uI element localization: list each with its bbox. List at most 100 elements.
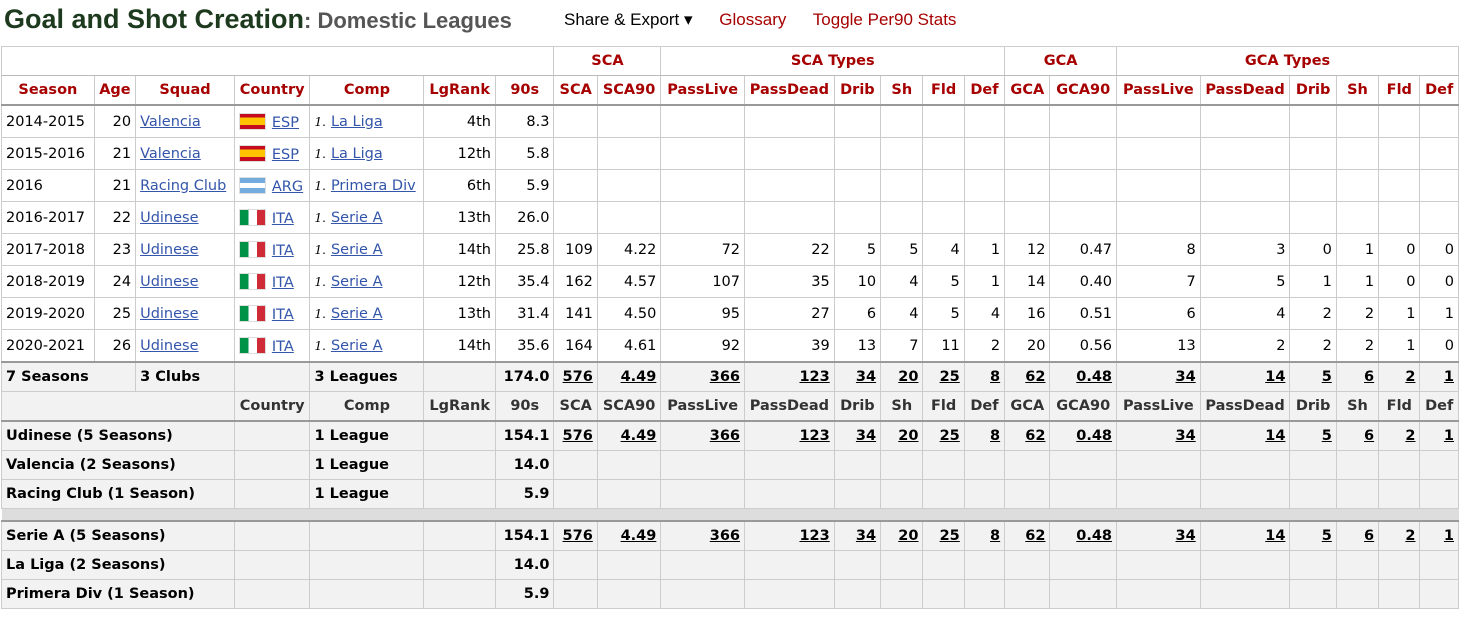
stat-link[interactable]: 62 — [1025, 528, 1046, 544]
squad-link[interactable]: Udinese — [140, 305, 199, 322]
stat-link[interactable]: 34 — [855, 528, 877, 544]
stat-link[interactable]: 6 — [1364, 528, 1375, 544]
stat-link[interactable]: 4.49 — [620, 428, 657, 444]
country-link[interactable]: ITA — [271, 274, 294, 291]
stat-cell: 576 — [553, 420, 598, 451]
stat-link[interactable]: 576 — [562, 369, 593, 385]
column-header[interactable]: GCA — [1004, 75, 1051, 106]
comp-link[interactable]: Primera Div — [330, 177, 416, 194]
stat-link[interactable]: 2 — [1405, 528, 1416, 544]
squad-link[interactable]: Udinese — [140, 209, 199, 226]
stat-link[interactable]: 62 — [1025, 428, 1046, 444]
country-link[interactable]: ITA — [271, 338, 294, 355]
glossary-link[interactable]: Glossary — [719, 10, 787, 29]
column-header[interactable]: Fld — [1378, 75, 1421, 106]
column-header[interactable]: Def — [963, 75, 1006, 106]
column-header[interactable]: LgRank — [423, 75, 496, 106]
stat-link[interactable]: 4.49 — [620, 369, 657, 385]
column-header[interactable]: PassDead — [744, 75, 835, 106]
stat-link[interactable]: 20 — [898, 369, 919, 385]
column-header[interactable]: Season — [1, 75, 95, 106]
column-header[interactable]: Comp — [309, 75, 425, 106]
stat-link[interactable]: 8 — [990, 528, 1001, 544]
stat-link[interactable]: 20 — [898, 528, 919, 544]
stat-link[interactable]: 34 — [1175, 528, 1196, 544]
comp-link[interactable]: La Liga — [330, 145, 383, 162]
stat-link[interactable]: 62 — [1025, 369, 1046, 385]
column-header[interactable]: Country — [233, 75, 311, 106]
column-header[interactable]: Fld — [922, 75, 965, 106]
column-header[interactable]: 90s — [494, 75, 555, 106]
squad-link[interactable]: Valencia — [140, 145, 201, 162]
column-header[interactable]: Age — [93, 75, 137, 106]
country-link[interactable]: ITA — [271, 210, 294, 227]
column-header[interactable]: Drib — [1289, 75, 1337, 106]
stat-link[interactable]: 123 — [799, 428, 830, 444]
country-link[interactable]: ESP — [271, 146, 299, 163]
squad-link[interactable]: Racing Club — [140, 177, 227, 194]
stat-link[interactable]: 2 — [1405, 369, 1416, 385]
column-header[interactable]: Sh — [1335, 75, 1380, 106]
squad-link[interactable]: Udinese — [140, 241, 199, 258]
stat-link[interactable]: 366 — [709, 369, 741, 385]
stat-link[interactable]: 5 — [1321, 428, 1332, 444]
column-header[interactable]: PassDead — [1199, 75, 1291, 106]
column-header[interactable]: Squad — [135, 75, 235, 106]
country-link[interactable]: ITA — [271, 306, 294, 323]
totals-row: 7 Seasons 3 Clubs 3 Leagues 174.0 576 4.49 366… — [0, 361, 1459, 392]
column-header[interactable]: Def — [1419, 75, 1459, 106]
stat-link[interactable]: 34 — [1175, 369, 1196, 385]
stat-link[interactable]: 34 — [855, 369, 877, 385]
stat-link[interactable]: 123 — [799, 528, 830, 544]
stat-link[interactable]: 4.49 — [620, 528, 657, 544]
column-header[interactable]: Drib — [833, 75, 882, 106]
column-header[interactable]: SCA — [553, 75, 598, 106]
stat-link[interactable]: 8 — [990, 428, 1001, 444]
country-link[interactable]: ESP — [271, 114, 299, 131]
comp-link[interactable]: Serie A — [330, 209, 383, 226]
column-header[interactable]: PassLive — [660, 75, 746, 106]
squad-link[interactable]: Udinese — [140, 273, 199, 290]
stat-link[interactable]: 20 — [898, 428, 919, 444]
comp-link[interactable]: Serie A — [330, 337, 383, 354]
stat-link[interactable]: 25 — [939, 528, 960, 544]
stat-link[interactable]: 25 — [939, 369, 960, 385]
stat-link[interactable]: 5 — [1321, 369, 1332, 385]
stat-link[interactable]: 0.48 — [1076, 528, 1113, 544]
stat-link[interactable]: 0.48 — [1076, 428, 1113, 444]
column-header[interactable]: Sh — [880, 75, 924, 106]
squad-link[interactable]: Valencia — [140, 113, 201, 130]
stat-link[interactable]: 2 — [1405, 428, 1416, 444]
column-header[interactable]: PassLive — [1116, 75, 1201, 106]
stat-link[interactable]: 576 — [562, 428, 593, 444]
country-link[interactable]: ARG — [271, 178, 304, 195]
stat-link[interactable]: 123 — [799, 369, 830, 385]
stat-link[interactable]: 6 — [1364, 428, 1375, 444]
stat-link[interactable]: 576 — [562, 528, 593, 544]
column-header[interactable]: GCA90 — [1049, 75, 1118, 106]
stat-link[interactable]: 6 — [1364, 369, 1375, 385]
country-link[interactable]: ITA — [271, 242, 294, 259]
stat-link[interactable]: 1 — [1443, 369, 1454, 385]
stat-link[interactable]: 8 — [990, 369, 1001, 385]
comp-link[interactable]: Serie A — [330, 241, 383, 258]
comp-link[interactable]: Serie A — [330, 305, 383, 322]
squad-link[interactable]: Udinese — [140, 337, 199, 354]
stat-link[interactable]: 14 — [1265, 528, 1286, 544]
comp-link[interactable]: Serie A — [330, 273, 383, 290]
share-export-button[interactable]: Share & Export ▾ — [564, 10, 693, 29]
toggle-per90-link[interactable]: Toggle Per90 Stats — [812, 10, 957, 29]
stat-link[interactable]: 366 — [709, 528, 741, 544]
stat-link[interactable]: 366 — [709, 428, 741, 444]
stat-link[interactable]: 5 — [1321, 528, 1332, 544]
stat-link[interactable]: 1 — [1443, 528, 1454, 544]
stat-link[interactable]: 14 — [1265, 369, 1286, 385]
stat-link[interactable]: 34 — [1175, 428, 1196, 444]
column-header[interactable]: SCA90 — [596, 75, 662, 106]
stat-link[interactable]: 14 — [1265, 428, 1286, 444]
stat-link[interactable]: 0.48 — [1076, 369, 1113, 385]
stat-link[interactable]: 25 — [939, 428, 960, 444]
stat-link[interactable]: 1 — [1443, 428, 1454, 444]
comp-link[interactable]: La Liga — [330, 113, 383, 130]
stat-link[interactable]: 34 — [855, 428, 877, 444]
